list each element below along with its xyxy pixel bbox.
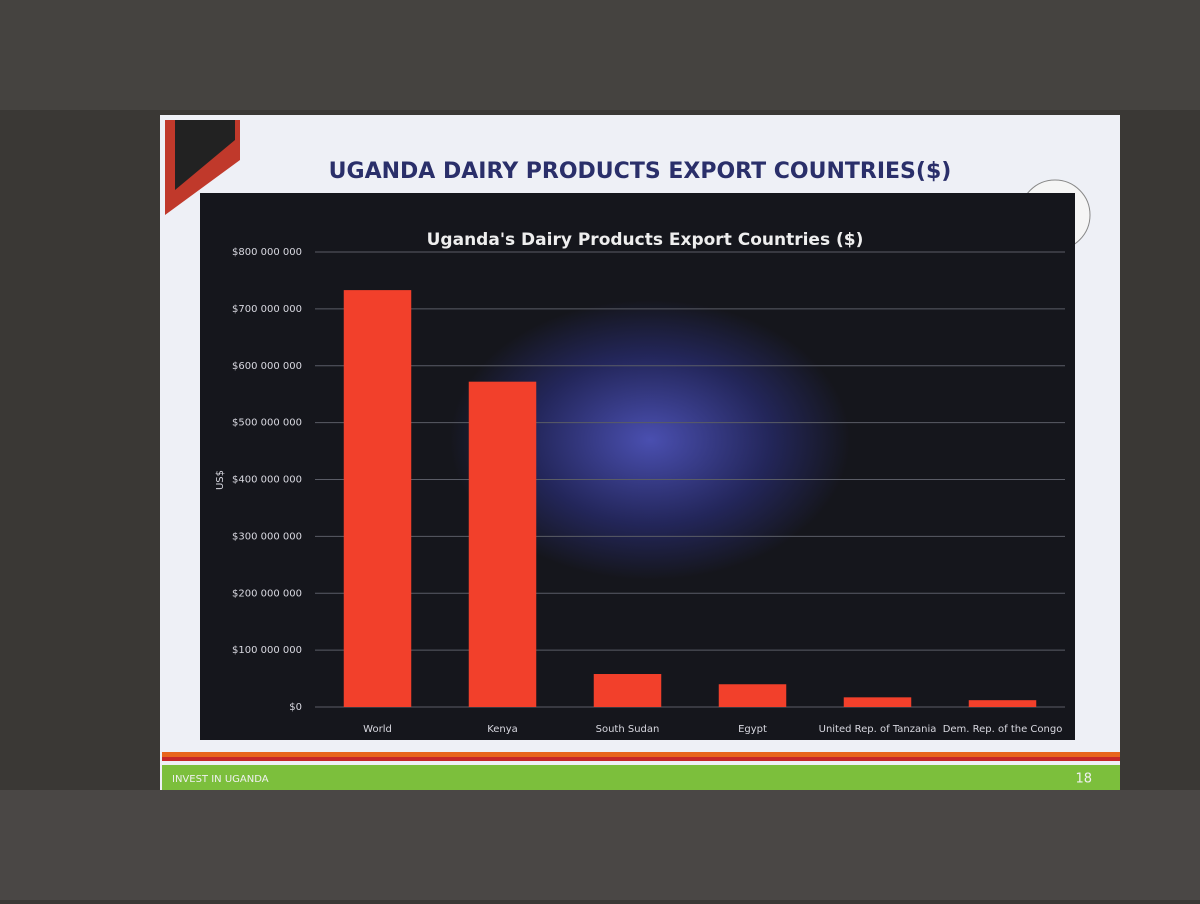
chart-title: Uganda's Dairy Products Export Countries… (427, 230, 864, 250)
wall-bottom (0, 790, 1200, 900)
y-tick-label: $500 000 000 (232, 418, 302, 429)
slide-title: UGANDA DAIRY PRODUCTS EXPORT COUNTRIES($… (329, 159, 952, 184)
bar (593, 674, 662, 707)
x-tick-label: Kenya (487, 724, 518, 735)
y-tick-label: $400 000 000 (232, 475, 302, 486)
bar (718, 684, 787, 707)
footer-text: INVEST IN UGANDA (172, 774, 269, 785)
y-tick-label: $600 000 000 (232, 361, 302, 372)
wall-top (0, 0, 1200, 110)
footer-bar (162, 765, 1120, 790)
y-tick-label: $700 000 000 (232, 304, 302, 315)
y-tick-label: $100 000 000 (232, 645, 302, 656)
bar (968, 700, 1037, 707)
bar (843, 697, 912, 707)
flag-decoration (175, 120, 235, 190)
background-glow (450, 300, 850, 580)
y-tick-label: $200 000 000 (232, 588, 302, 599)
y-tick-label: $0 (289, 702, 302, 713)
y-axis-label: US$ (215, 470, 226, 490)
y-tick-label: $300 000 000 (232, 531, 302, 542)
footer-stripe (162, 757, 1120, 761)
x-tick-label: South Sudan (596, 724, 660, 735)
x-tick-label: World (363, 724, 392, 735)
x-tick-label: Egypt (738, 724, 767, 735)
y-tick-label: $800 000 000 (232, 247, 302, 258)
x-tick-label: United Rep. of Tanzania (819, 724, 937, 735)
x-tick-label: Dem. Rep. of the Congo (943, 724, 1063, 735)
bar (468, 381, 537, 707)
bar (343, 290, 412, 707)
footer-stripe (162, 752, 1120, 757)
page-number: 18 (1075, 772, 1092, 787)
